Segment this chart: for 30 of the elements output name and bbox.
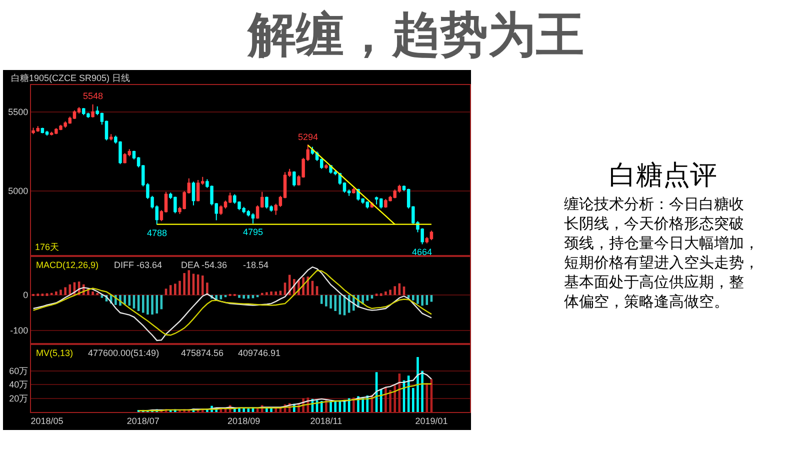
annotation: 4664 (412, 247, 432, 257)
text: 白糖点评 (609, 160, 717, 191)
y-tick-label: 60万 (9, 366, 28, 376)
y-tick-label: 20万 (9, 393, 28, 404)
x-tick-label: 2018/05 (30, 416, 64, 426)
annotation: 4788 (147, 228, 168, 238)
annotation: 5294 (298, 132, 318, 142)
text: MACD(12,26,9) (36, 260, 99, 270)
annotation: DEA -54.36 (181, 260, 228, 270)
annotation: DIFF -63.64 (114, 260, 162, 270)
chart-title: MV(5,13) (36, 348, 74, 358)
annotation: 176天 (35, 242, 60, 252)
x-tick-label: 2018/11 (310, 416, 342, 426)
text: 缠论技术分析：今日白糖收长阴线，今天价格形态突破颈线，持仓量今日大幅增加，短期价格有望进入空头走势，基本面处于高位供应期，整体偏空，策略逢高做空。 (564, 195, 759, 310)
y-tick-label: 5500 (8, 107, 28, 118)
y-tick-label: 0 (23, 290, 28, 300)
annotation: 475874.56 (181, 348, 224, 358)
x-tick-label: 2018/09 (228, 416, 260, 426)
annotation: 5548 (83, 91, 104, 101)
x-tick-label: 2018/07 (126, 416, 160, 426)
x-tick-label: 2019/01 (415, 416, 448, 426)
y-tick-label: 5000 (8, 186, 28, 196)
annotation: 477600.00(51:49) (88, 348, 160, 358)
y-tick-label: -100 (10, 326, 28, 336)
chart-title: 解缠，趋势为王 (246, 7, 584, 63)
chart-subtitle: 白糖1905(CZCE SR905) 日线 (11, 73, 130, 83)
annotation: 409746.91 (238, 348, 281, 358)
y-tick-label: 40万 (9, 380, 28, 390)
annotation: -18.54 (243, 260, 269, 270)
annotation: 4795 (243, 227, 264, 237)
